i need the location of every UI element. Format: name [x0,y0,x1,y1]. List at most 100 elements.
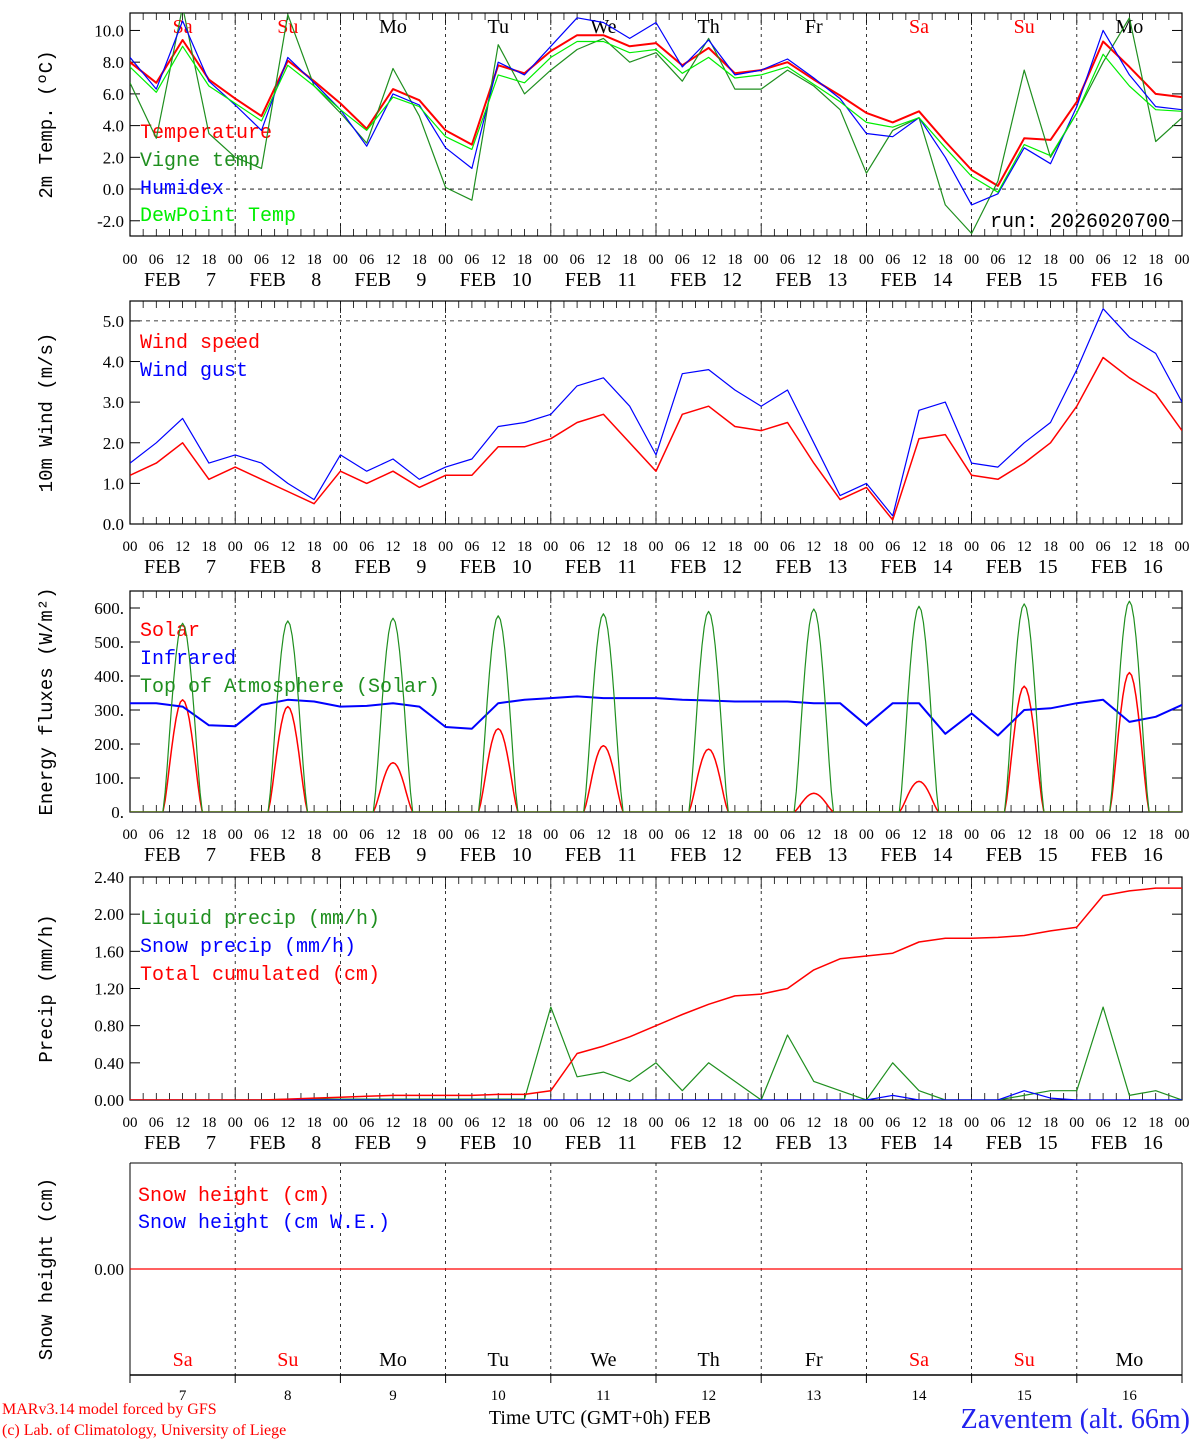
y-tick-label: 0.0 [103,180,124,199]
hour-label: 06 [990,827,1006,843]
hour-label: 18 [201,539,216,555]
hour-label: 12 [386,1115,401,1131]
hour-label: 06 [149,827,165,843]
day-name: Fr [805,16,823,38]
hour-label: 00 [859,827,874,843]
hour-label: 12 [175,539,190,555]
hour-label: 12 [386,827,401,843]
hour-label: 00 [333,252,348,268]
hour-label: 06 [675,1115,691,1131]
date-label: FEB 11 [565,269,637,291]
hour-label: 12 [280,252,295,268]
y-tick-label: 6.0 [103,85,124,104]
hour-label: 12 [1017,1115,1032,1131]
hour-label: 00 [649,539,664,555]
date-month: FEB [670,269,707,291]
y-tick-label: 10.0 [94,21,124,40]
panel-3: 0. 100. 200. 300. 400. 500. 600. Energy fluxes … [36,587,1190,866]
date-month: FEB [880,844,917,866]
date-day: 14 [932,1132,952,1154]
hour-label: 06 [254,539,270,555]
hour-label: 00 [1175,539,1190,555]
date-day: 9 [416,844,426,866]
y-tick-label: 5.0 [103,312,124,331]
y-tick-label: 200. [94,735,124,754]
hour-label: 12 [1122,252,1137,268]
day-name: Su [277,16,298,38]
series-line-wind-gust [130,308,1182,517]
hour-label: 18 [517,539,532,555]
hour-label: 18 [412,827,427,843]
hour-label: 18 [727,252,742,268]
y-tick-label: 0.00 [94,1091,124,1110]
hour-label: 12 [1122,539,1137,555]
hour-label: 06 [675,827,691,843]
date-month: FEB [144,269,181,291]
date-day: 16 [1143,269,1163,291]
date-label: FEB 7 [144,844,216,866]
y-tick-label: 8.0 [103,53,124,72]
legend-entry: Total cumulated (cm) [140,964,380,987]
y-tick-label: 100. [94,769,124,788]
y-tick-label: 2.00 [94,905,124,924]
date-label: FEB 14 [880,1132,952,1154]
hour-label: 18 [622,252,637,268]
hour-label: 06 [885,252,901,268]
date-label: FEB 8 [249,844,321,866]
series-line-wind-speed [130,356,1182,521]
date-label: FEB 13 [775,269,847,291]
y-tick-label: 2.40 [94,868,124,887]
date-label: FEB 11 [565,1132,637,1154]
date-month: FEB [144,844,181,866]
hour-label: 00 [859,1115,874,1131]
y-tick-label: 1.0 [103,474,124,493]
date-label: FEB 13 [775,1132,847,1154]
date-label: FEB 12 [670,844,742,866]
date-month: FEB [880,269,917,291]
hour-label: 06 [990,539,1006,555]
hour-label: 00 [543,252,558,268]
date-label: FEB 9 [354,269,426,291]
hour-label: 18 [938,1115,953,1131]
date-day: 13 [827,269,847,291]
date-day: 10 [512,1132,532,1154]
date-month: FEB [354,1132,391,1154]
hour-label: 12 [596,1115,611,1131]
hour-label: 18 [1148,1115,1163,1131]
station-title: Zaventem (alt. 66m) [961,1404,1190,1435]
date-day: 11 [618,556,637,578]
date-label: FEB 14 [880,556,952,578]
date-label: FEB 15 [986,844,1058,866]
hour-label: 06 [1096,1115,1112,1131]
hour-label: 00 [1175,827,1190,843]
date-label: FEB 12 [670,269,742,291]
date-month: FEB [775,1132,812,1154]
hour-label: 06 [885,539,901,555]
date-day: 15 [1038,844,1058,866]
date-label: FEB 10 [460,269,532,291]
date-day: 14 [932,556,952,578]
date-label: FEB 10 [460,556,532,578]
hour-label: 12 [280,539,295,555]
hour-label: 06 [359,252,375,268]
date-day: 10 [512,269,532,291]
hour-label: 00 [438,539,453,555]
hour-label: 12 [175,827,190,843]
y-axis-label: Energy fluxes (W/m²) [36,587,58,815]
date-day: 16 [1143,556,1163,578]
date-label: FEB 15 [986,556,1058,578]
date-month: FEB [880,1132,917,1154]
date-month: FEB [249,556,286,578]
hour-label: 06 [359,1115,375,1131]
hour-label: 18 [307,252,322,268]
date-day: 8 [311,556,321,578]
hour-label: 18 [727,827,742,843]
hour-label: 00 [649,252,664,268]
model-credit: MARv3.14 model forced by GFS [2,1401,217,1418]
date-label: FEB 12 [670,1132,742,1154]
day-name: Mo [1116,1349,1144,1371]
hour-label: 12 [175,252,190,268]
day-name: Mo [379,1349,407,1371]
hour-label: 18 [938,539,953,555]
